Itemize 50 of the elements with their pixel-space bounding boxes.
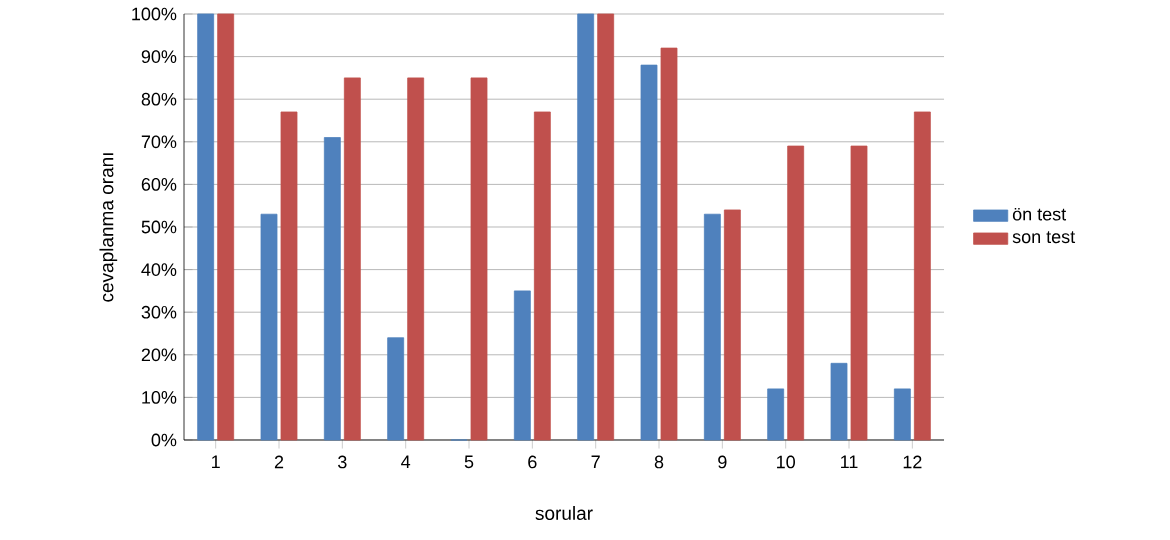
bar — [850, 145, 868, 441]
x-tick-label: 1 — [212, 455, 220, 468]
y-tick-label: 90% — [141, 50, 177, 63]
y-tick-label: 50% — [141, 220, 177, 234]
bar — [703, 213, 721, 441]
legend-label: son test — [1012, 231, 1076, 244]
bar — [597, 13, 615, 441]
bar — [767, 388, 785, 441]
x-tick-label: 5 — [464, 455, 474, 469]
x-tick-label: 8 — [654, 455, 664, 469]
y-tick-label: 70% — [141, 135, 177, 149]
x-axis-title: sorular — [535, 506, 593, 521]
bar — [197, 13, 215, 441]
bar — [260, 213, 278, 441]
bar — [533, 111, 551, 441]
y-tick-label: 20% — [141, 348, 177, 362]
bar — [577, 13, 595, 441]
bar — [323, 137, 341, 441]
bar — [913, 111, 931, 441]
bar — [513, 290, 531, 441]
x-tick-label: 2 — [274, 455, 284, 469]
bar — [470, 77, 488, 441]
x-tick-label: 6 — [528, 455, 537, 469]
bar — [893, 388, 911, 441]
bar — [407, 77, 425, 441]
y-tick-label: 0% — [151, 433, 177, 447]
x-tick-label: 12 — [903, 455, 922, 469]
bar — [830, 362, 848, 441]
bar — [723, 209, 741, 441]
x-tick-label: 3 — [338, 455, 347, 469]
bar — [787, 145, 805, 441]
x-tick-label: 10 — [777, 455, 795, 469]
y-tick-label: 60% — [141, 178, 177, 191]
y-tick-label: 10% — [142, 391, 177, 404]
legend-label: ön test — [1012, 208, 1067, 221]
bar — [640, 64, 658, 441]
x-tick-label: 7 — [591, 455, 600, 468]
bar — [387, 337, 405, 441]
bar — [217, 13, 235, 441]
bar — [343, 77, 361, 441]
x-tick-label: 4 — [401, 455, 411, 468]
y-tick-label: 40% — [141, 263, 177, 276]
y-tick-label: 80% — [141, 92, 177, 106]
y-tick-label: 30% — [141, 305, 177, 319]
y-tick-label: 100% — [132, 7, 177, 21]
y-axis-title: cevaplanma oranı — [99, 153, 118, 302]
x-tick-label: 9 — [718, 455, 727, 469]
bar — [660, 47, 678, 441]
bar — [280, 111, 298, 441]
x-tick-label: 11 — [841, 455, 858, 468]
